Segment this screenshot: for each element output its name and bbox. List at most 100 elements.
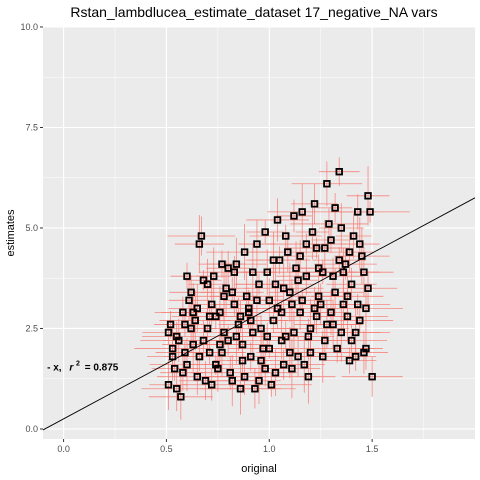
data-point <box>201 377 210 385</box>
data-point <box>308 228 317 236</box>
data-point <box>238 356 247 365</box>
data-point <box>191 316 199 325</box>
data-point <box>212 360 220 369</box>
data-point <box>310 200 319 208</box>
data-point <box>247 316 255 325</box>
data-point <box>341 260 350 268</box>
data-point <box>302 240 311 248</box>
data-point <box>179 368 187 377</box>
data-point <box>304 332 313 341</box>
data-point <box>354 300 362 309</box>
data-point <box>245 304 253 313</box>
data-point <box>321 244 329 252</box>
data-point <box>240 248 249 256</box>
data-point <box>164 381 173 389</box>
data-point <box>358 252 366 260</box>
data-point <box>170 364 179 373</box>
y-tick-label: 0.0 <box>25 424 38 434</box>
data-point <box>351 352 360 361</box>
data-point <box>177 393 185 401</box>
data-point <box>304 372 313 381</box>
data-point <box>279 360 288 369</box>
data-point <box>333 344 341 353</box>
data-point <box>185 296 193 305</box>
data-point <box>207 381 216 389</box>
data-point <box>277 308 286 317</box>
data-point <box>325 220 333 228</box>
data-point <box>269 256 278 264</box>
data-point <box>205 348 214 357</box>
data-point <box>263 268 271 276</box>
data-point <box>251 385 259 393</box>
data-point <box>282 232 290 240</box>
data-point <box>238 340 247 349</box>
data-point <box>345 248 354 256</box>
x-axis-ticks: 0.0 0.5 1.0 1.5 <box>57 439 378 454</box>
chart-title: Rstan_lambdlucea_estimate_dataset 17_neg… <box>70 4 437 20</box>
data-point <box>337 224 345 232</box>
data-point <box>273 304 282 313</box>
data-point <box>224 336 232 345</box>
data-point <box>271 368 280 377</box>
data-point <box>193 372 201 381</box>
data-point <box>319 268 327 276</box>
x-tick-label: 1.5 <box>366 444 379 454</box>
data-point <box>343 292 352 301</box>
data-point <box>312 244 321 252</box>
data-point <box>300 360 308 369</box>
annotation-text: - x, r 2 = 0.875 <box>47 358 119 374</box>
data-point <box>181 320 189 329</box>
x-tick-label: 0.0 <box>57 444 70 454</box>
data-point <box>203 280 212 288</box>
data-point <box>230 300 239 309</box>
data-point <box>286 348 294 357</box>
data-point <box>195 352 204 361</box>
data-point <box>360 268 368 276</box>
data-point <box>261 228 269 236</box>
x-tick-label: 0.5 <box>160 444 173 454</box>
annotation-prefix: - x, <box>47 363 62 374</box>
data-point <box>294 276 302 284</box>
data-point <box>261 364 269 373</box>
data-point <box>349 232 358 240</box>
data-point <box>210 272 218 280</box>
data-point <box>203 324 212 333</box>
data-point <box>179 308 187 317</box>
data-point <box>354 208 362 216</box>
y-tick-label: 2.5 <box>25 323 38 333</box>
data-point <box>199 276 208 284</box>
data-point <box>168 344 177 353</box>
data-point <box>232 260 241 268</box>
reference-line <box>42 197 476 431</box>
y-tick-label: 5.0 <box>25 223 38 233</box>
data-point <box>335 256 343 264</box>
data-point <box>255 377 263 385</box>
x-tick-label: 1.0 <box>263 444 276 454</box>
data-point <box>257 324 265 333</box>
data-point <box>164 328 173 337</box>
data-point <box>222 284 230 292</box>
data-point <box>294 352 302 361</box>
data-point <box>249 328 257 337</box>
data-point <box>220 292 228 301</box>
data-point <box>257 356 265 365</box>
data-point <box>187 288 195 296</box>
data-point <box>220 328 228 337</box>
data-point <box>319 352 327 361</box>
data-point <box>323 180 331 188</box>
data-point <box>189 308 197 317</box>
data-point <box>226 368 234 377</box>
data-point <box>265 296 273 305</box>
data-point <box>189 340 197 349</box>
data-point <box>263 332 271 341</box>
data-point <box>216 308 224 317</box>
data-point <box>339 268 348 276</box>
data-point <box>245 308 253 317</box>
data-point <box>290 328 298 337</box>
data-point <box>183 272 191 280</box>
annotation-suffix: = 0.875 <box>85 363 119 374</box>
data-point <box>284 248 292 256</box>
data-point <box>234 320 243 329</box>
data-point <box>265 344 273 353</box>
data-point <box>166 320 175 329</box>
